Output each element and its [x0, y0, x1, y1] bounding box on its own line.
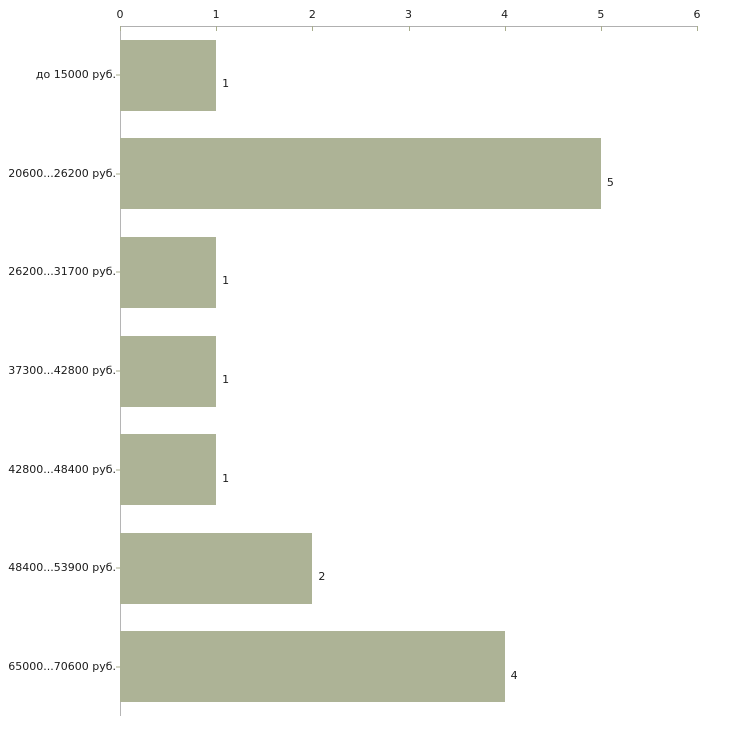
x-axis-tick-label: 6 — [693, 8, 701, 21]
bar-value-label: 1 — [222, 471, 230, 485]
y-axis-tick — [116, 173, 120, 175]
bar — [120, 631, 505, 702]
y-axis-category-label: 20600...26200 руб. — [8, 166, 116, 180]
y-axis-tick — [116, 74, 120, 76]
x-axis-tick — [408, 26, 410, 31]
x-axis-tick — [600, 26, 602, 31]
x-axis-tick-label: 5 — [597, 8, 605, 21]
y-axis-tick — [116, 271, 120, 273]
bar — [120, 434, 217, 505]
y-axis-category-label: 48400...53900 руб. — [8, 561, 116, 575]
bar — [120, 138, 601, 209]
y-axis-category-label: до 15000 руб. — [35, 68, 116, 82]
x-axis-tick-label: 0 — [116, 8, 124, 21]
x-axis-tick-label: 2 — [308, 8, 316, 21]
x-axis-tick-label: 4 — [501, 8, 509, 21]
bar-value-label: 1 — [222, 373, 230, 386]
bar — [120, 237, 217, 308]
y-axis-tick — [116, 469, 120, 471]
y-axis-tick — [116, 567, 120, 569]
x-axis-tick — [697, 26, 698, 31]
y-axis-category-label: 42800...48400 руб. — [8, 462, 116, 476]
bar-value-label: 2 — [318, 570, 326, 584]
bar — [120, 336, 217, 407]
x-axis-tick — [120, 26, 121, 31]
x-axis-tick — [504, 26, 506, 31]
y-axis-tick — [116, 666, 120, 668]
y-axis-category-label: 37300...42800 руб. — [8, 364, 116, 377]
bar-value-label: 1 — [222, 274, 230, 288]
x-axis-tick-label: 1 — [212, 8, 220, 21]
y-axis-category-label: 65000...70600 руб. — [8, 659, 116, 673]
bar-value-label: 5 — [606, 175, 614, 189]
y-axis-category-label: 26200...31700 руб. — [8, 265, 116, 279]
bar — [120, 533, 313, 604]
x-axis-tick — [216, 26, 218, 31]
bar-value-label: 1 — [222, 77, 230, 91]
x-axis-tick-label: 3 — [405, 8, 412, 21]
x-axis-tick — [312, 26, 314, 31]
y-axis-tick — [116, 370, 120, 372]
bar-value-label: 4 — [510, 668, 518, 682]
bar — [120, 40, 217, 111]
